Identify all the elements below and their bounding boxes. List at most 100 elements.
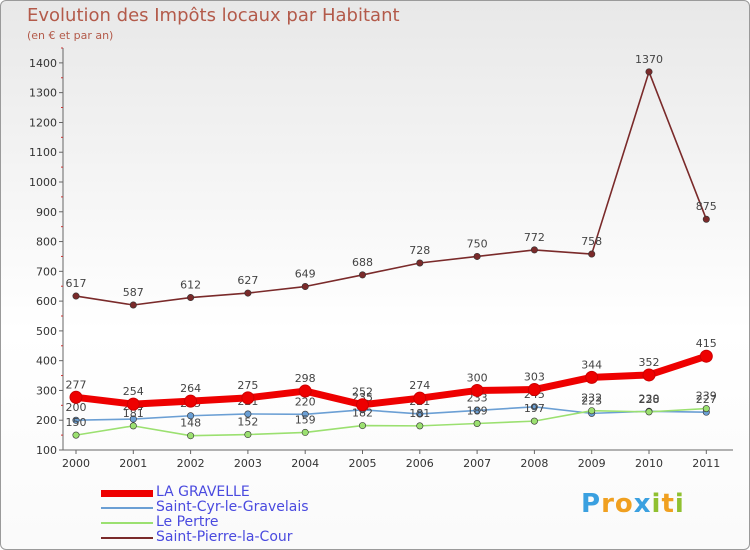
x-tick-label: 2004 [291, 457, 319, 470]
legend-label: LA GRAVELLE [156, 484, 250, 500]
data-label: 159 [295, 413, 316, 426]
y-tick-label: 1400 [29, 57, 57, 70]
data-point [72, 292, 80, 300]
x-tick-label: 2008 [520, 457, 548, 470]
data-point [413, 391, 427, 405]
data-label: 728 [409, 244, 430, 257]
data-label: 415 [696, 337, 717, 350]
y-tick-label: 300 [36, 384, 57, 397]
x-tick-label: 2009 [578, 457, 606, 470]
chart-subtitle: (en € et par an) [27, 29, 114, 42]
logo-letter: x [633, 489, 652, 519]
data-label: 220 [295, 395, 316, 408]
legend-label: Saint-Cyr-le-Gravelais [156, 499, 309, 515]
data-label: 688 [352, 256, 373, 269]
data-label: 252 [352, 386, 373, 399]
legend-label: Le Pertre [156, 514, 219, 530]
x-tick-label: 2003 [234, 457, 262, 470]
y-tick-label: 400 [36, 355, 57, 368]
data-point [416, 422, 424, 430]
legend-swatch [101, 522, 153, 524]
data-point [244, 289, 252, 297]
data-label: 277 [66, 378, 87, 391]
data-label: 352 [639, 356, 660, 369]
x-tick-label: 2006 [406, 457, 434, 470]
legend-item: Saint-Pierre-la-Cour [101, 530, 421, 545]
data-label: 875 [696, 200, 717, 213]
data-label: 200 [66, 401, 87, 414]
data-label: 298 [295, 372, 316, 385]
data-point [473, 252, 481, 260]
y-tick-label: 700 [36, 265, 57, 278]
y-tick-label: 800 [36, 236, 57, 249]
y-tick-label: 1300 [29, 87, 57, 100]
data-point [187, 294, 195, 302]
logo-letter: P [581, 489, 602, 519]
data-point [72, 416, 80, 424]
data-label: 181 [409, 407, 430, 420]
data-point [645, 408, 653, 416]
data-label: 239 [696, 390, 717, 403]
data-point [129, 422, 137, 430]
data-label: 1370 [635, 53, 663, 66]
data-label: 300 [467, 371, 488, 384]
data-point [129, 415, 137, 423]
data-point [530, 246, 538, 254]
data-point [530, 403, 538, 411]
data-label: 227 [696, 393, 717, 406]
logo-letter: i [651, 489, 662, 519]
x-tick-label: 2002 [177, 457, 205, 470]
data-label: 750 [467, 237, 488, 250]
data-label: 150 [66, 416, 87, 429]
data-label: 303 [524, 371, 545, 384]
data-point [473, 419, 481, 427]
legend-swatch [101, 537, 153, 539]
y-tick-label: 500 [36, 325, 57, 338]
data-label: 152 [237, 416, 258, 429]
data-label: 182 [352, 407, 373, 420]
data-point [473, 406, 481, 414]
data-point [530, 417, 538, 425]
data-label: 232 [581, 392, 602, 405]
data-point [642, 368, 656, 382]
x-tick-label: 2001 [119, 457, 147, 470]
legend-item: Le Pertre [101, 515, 421, 530]
data-label: 627 [237, 274, 258, 287]
data-label: 772 [524, 231, 545, 244]
x-tick-label: 2010 [635, 457, 663, 470]
logo-letter: o [614, 489, 634, 519]
data-point [69, 390, 83, 404]
series-line-le-pertre [75, 407, 708, 437]
data-label: 228 [639, 393, 660, 406]
x-tick-label: 2011 [692, 457, 720, 470]
data-point [416, 259, 424, 267]
data-label: 148 [180, 417, 201, 430]
legend-swatch [101, 489, 153, 497]
data-label: 189 [467, 404, 488, 417]
data-point [184, 394, 198, 408]
data-point [585, 370, 599, 384]
data-point [416, 410, 424, 418]
data-label: 617 [66, 277, 87, 290]
data-label: 197 [524, 402, 545, 415]
data-point [699, 349, 713, 363]
data-label: 758 [581, 235, 602, 248]
data-label: 649 [295, 268, 316, 281]
data-label: 612 [180, 279, 201, 292]
data-point [129, 301, 137, 309]
logo-letter: t [661, 489, 675, 519]
data-label: 344 [581, 358, 602, 371]
logo-letter: i [674, 489, 685, 519]
legend-item: LA GRAVELLE [101, 485, 421, 500]
x-tick-label: 2000 [62, 457, 90, 470]
data-point [244, 410, 252, 418]
series-line-la-gravelle [72, 352, 710, 409]
data-label: 587 [123, 286, 144, 299]
data-point [298, 384, 312, 398]
data-point [356, 398, 369, 412]
data-point [301, 428, 309, 436]
y-tick-label: 1000 [29, 176, 57, 189]
data-label: 274 [409, 379, 430, 392]
